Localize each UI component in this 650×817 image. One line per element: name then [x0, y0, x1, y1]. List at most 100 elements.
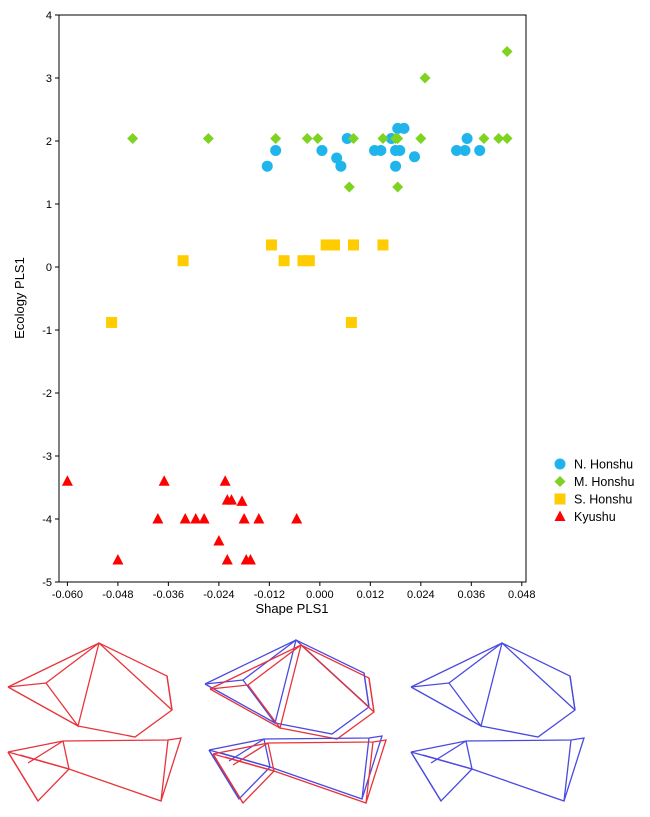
data-point-m-honshu — [419, 72, 431, 84]
legend-marker-kyushu — [554, 510, 566, 521]
shape-wireframes — [7, 639, 585, 805]
wireframe-edge — [45, 642, 100, 684]
wireframe-edge — [410, 737, 585, 803]
data-point-n-honshu — [459, 144, 471, 156]
data-point-kyushu — [190, 513, 202, 524]
wireframe-edge — [208, 735, 383, 801]
data-point-kyushu — [236, 495, 248, 506]
data-point-n-honshu — [335, 160, 347, 172]
data-point-n-honshu — [331, 152, 343, 164]
wireframe-edge — [212, 753, 244, 804]
data-point-m-honshu — [501, 132, 513, 144]
wireframe-edge — [62, 740, 70, 770]
wireframe-edge — [19, 754, 70, 770]
data-point-m-honshu — [392, 132, 404, 144]
data-point-s-honshu — [329, 239, 341, 251]
data-point-m-honshu — [493, 132, 505, 144]
data-point-m-honshu — [501, 46, 513, 58]
data-point-n-honshu — [409, 151, 421, 163]
data-point-n-honshu — [270, 144, 282, 156]
wireframe-edge — [422, 754, 473, 770]
data-point-n-honshu — [451, 144, 463, 156]
plot-frame — [58, 14, 527, 583]
legend-marker-s-honshu — [554, 493, 566, 505]
wireframe-edge — [563, 739, 572, 802]
data-point-kyushu — [198, 513, 210, 524]
wireframe-edge — [160, 739, 169, 802]
data-marks — [61, 46, 513, 565]
y-tick-label: -3 — [42, 451, 52, 463]
data-point-s-honshu — [265, 239, 277, 251]
data-point-kyushu — [219, 475, 231, 486]
wireframe-edge — [368, 677, 375, 713]
data-point-n-honshu — [341, 132, 353, 144]
data-point-n-honshu — [390, 160, 402, 172]
wireframe-edge — [363, 672, 370, 708]
y-axis-ticks: -5 -4 -3 -2 -1 0 1 2 3 4 — [42, 10, 59, 589]
data-point-m-honshu — [415, 132, 427, 144]
data-point-m-honshu — [270, 132, 282, 144]
wireframe-edge — [7, 686, 79, 727]
data-point-s-honshu — [177, 255, 189, 267]
y-tick-label: -4 — [42, 514, 52, 526]
data-point-n-honshu — [261, 160, 273, 172]
data-point-m-honshu — [312, 132, 324, 144]
wireframe-red-top — [7, 642, 173, 738]
wireframe-edge — [569, 675, 576, 711]
data-point-n-honshu — [394, 144, 406, 156]
data-point-n-honshu — [461, 132, 473, 144]
wireframe-edge — [410, 751, 442, 802]
y-tick-label: -2 — [42, 388, 52, 400]
wireframe-edge — [365, 741, 374, 804]
wireframe-edge — [7, 642, 173, 738]
x-tick-label: -0.048 — [102, 589, 133, 601]
data-point-s-honshu — [106, 316, 118, 328]
wireframe-edge — [204, 639, 370, 735]
legend-marker-m-honshu — [554, 476, 566, 487]
x-tick-label: 0.048 — [508, 589, 536, 601]
data-point-m-honshu — [301, 132, 313, 144]
wireframe-edge — [410, 686, 482, 727]
data-point-m-honshu — [343, 181, 355, 193]
x-tick-label: -0.024 — [203, 589, 234, 601]
wireframe-edge — [209, 644, 375, 740]
y-tick-label: 2 — [46, 136, 52, 148]
wireframe-blue-top — [410, 642, 576, 738]
wireframe-overlay-bottom — [208, 735, 387, 805]
data-point-n-honshu — [398, 122, 410, 134]
legend: N. Honshu M. Honshu S. Honshu Kyushu — [554, 458, 634, 524]
wireframe-edge — [7, 751, 39, 802]
y-tick-label: -1 — [42, 325, 52, 337]
data-point-s-honshu — [348, 239, 360, 251]
data-point-m-honshu — [377, 132, 389, 144]
wireframe-edge — [7, 737, 182, 803]
data-point-kyushu — [112, 553, 124, 565]
data-point-kyushu — [179, 513, 191, 524]
y-tick-label: 1 — [46, 199, 52, 211]
data-point-n-honshu — [375, 144, 387, 156]
data-point-m-honshu — [478, 132, 490, 144]
y-tick-label: 0 — [46, 262, 52, 274]
wireframe-edge — [209, 688, 281, 729]
scatter-plot: -0.060 -0.048 -0.036 -0.024 -0.012 0.000 0.012… — [12, 10, 634, 615]
data-point-kyushu — [158, 475, 170, 486]
x-axis-ticks: -0.060 -0.048 -0.036 -0.024 -0.012 0.000 0.012… — [52, 582, 536, 601]
y-tick-label: 3 — [46, 73, 52, 85]
data-point-s-honshu — [303, 255, 315, 267]
legend-label-kyushu: Kyushu — [574, 510, 616, 524]
wireframe-edge — [465, 740, 473, 770]
wireframe-edge — [208, 749, 240, 800]
x-tick-label: -0.012 — [254, 589, 285, 601]
x-tick-label: -0.036 — [153, 589, 184, 601]
data-point-m-honshu — [127, 132, 139, 144]
legend-label-m-honshu: M. Honshu — [574, 475, 634, 489]
data-point-kyushu — [213, 535, 225, 546]
data-point-m-honshu — [348, 132, 360, 144]
x-tick-label: 0.012 — [357, 589, 385, 601]
data-point-m-honshu — [202, 132, 214, 144]
wireframe-edge — [247, 644, 302, 686]
x-axis-title: Shape PLS1 — [255, 601, 328, 615]
data-point-kyushu — [253, 513, 265, 524]
wireframe-edge — [212, 739, 387, 805]
y-tick-label: 4 — [46, 10, 52, 22]
